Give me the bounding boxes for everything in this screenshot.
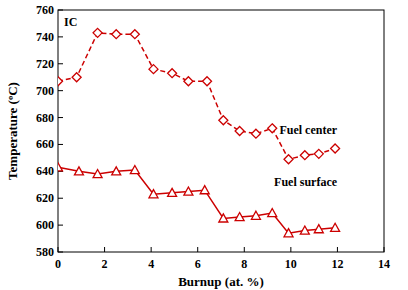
series-marker [219,116,228,125]
series-marker [200,186,209,194]
plot-frame [58,10,384,252]
chart-svg: 0 2 4 6 8 10 12 14 580 600 620 640 660 680 700 720 740 76… [0,0,408,290]
x-tick-label: 2 [102,257,108,271]
x-tick [197,247,198,252]
series-marker [203,77,212,86]
series-marker [72,73,81,82]
series-marker [93,170,102,178]
x-tick [290,247,291,252]
series-label: Fuel surface [274,175,338,189]
series-label: Fuel center [279,123,337,137]
series-marker [93,28,102,37]
series-marker [251,211,260,219]
y-tick [58,36,63,37]
x-tick [58,247,59,252]
x-tick-label: 12 [331,257,343,271]
annotation: IC [64,15,77,29]
y-tick [58,225,63,226]
series-marker [58,77,63,86]
x-tick-label: 0 [55,257,61,271]
y-tick-label: 740 [36,30,54,44]
series-marker [314,225,323,233]
x-tick-label: 6 [195,257,201,271]
x-tick [244,247,245,252]
y-tick [58,252,63,253]
series-marker [149,190,158,198]
series-line [58,33,335,159]
series-marker [168,188,177,196]
series-marker [130,30,139,39]
y-tick-label: 760 [36,3,54,17]
y-tick [58,10,63,11]
x-tick [151,247,152,252]
series-marker [235,127,244,136]
series-marker [112,30,121,39]
x-tick [384,247,385,252]
y-tick-label: 620 [36,191,54,205]
data-group [58,28,340,236]
series-marker [251,129,260,138]
y-tick [58,117,63,118]
y-tick-label: 600 [36,218,54,232]
chart-container: 0 2 4 6 8 10 12 14 580 600 620 640 660 680 700 720 740 76… [0,0,408,290]
series-marker [168,69,177,78]
series-marker [235,213,244,221]
y-tick-label: 660 [36,137,54,151]
x-tick-label: 10 [285,257,297,271]
series-marker [130,165,139,173]
series-marker [268,124,277,133]
series-marker [314,149,323,158]
series-marker [219,214,228,222]
series-marker [149,65,158,74]
series-marker [58,163,63,171]
x-tick [104,247,105,252]
series-marker [112,167,121,175]
series-marker [300,151,309,160]
series-marker [184,77,193,86]
y-axis-label: Temperature (ºC) [5,82,20,180]
series-marker [268,209,277,217]
y-tick-label: 640 [36,164,54,178]
y-tick [58,90,63,91]
series-marker [300,226,309,234]
x-tick-label: 8 [241,257,247,271]
y-tick-label: 680 [36,111,54,125]
series-marker [184,187,193,195]
series-marker [331,223,340,231]
series-marker [74,167,83,175]
y-tick-label: 580 [36,245,54,259]
y-tick [58,198,63,199]
y-tick [58,63,63,64]
x-tick-label: 14 [378,257,390,271]
x-tick-label: 4 [148,257,154,271]
y-tick-label: 720 [36,57,54,71]
series-marker [331,144,340,153]
series-marker [284,155,293,164]
x-axis-label: Burnup (at. %) [178,274,264,289]
y-tick-label: 700 [36,84,54,98]
x-tick [337,247,338,252]
y-tick [58,144,63,145]
series-marker [284,229,293,237]
